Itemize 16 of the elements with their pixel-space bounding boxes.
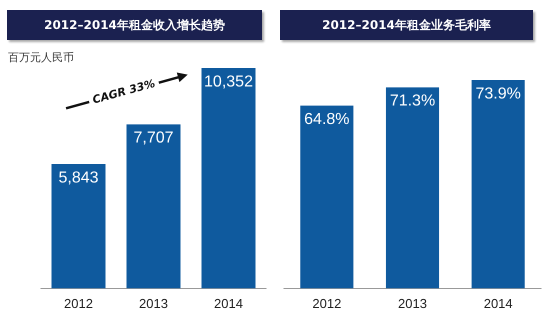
data-label: 7,707 [133,130,174,147]
x-tick-label: 2012 [312,296,342,311]
x-tick-label: 2012 [64,296,93,311]
x-tick-label: 2014 [484,296,513,311]
chart-title: 2012–2014年租金收入增长趋势 [7,10,262,40]
y-axis-title: 百万元人民币 [8,50,74,65]
x-tick-label: 2013 [398,296,427,311]
annotation: CAGR 33% [91,76,157,107]
data-label: 10,352 [204,73,254,90]
x-tick-label: 2013 [139,296,168,311]
data-label: 64.8% [304,111,350,128]
x-tick-label: 2014 [214,296,243,311]
chart-title: 2012–2014年租金业务毛利率 [280,10,533,40]
data-label: 73.9% [475,85,521,102]
data-label: 71.3% [390,92,436,110]
data-label: 5,843 [58,169,99,186]
